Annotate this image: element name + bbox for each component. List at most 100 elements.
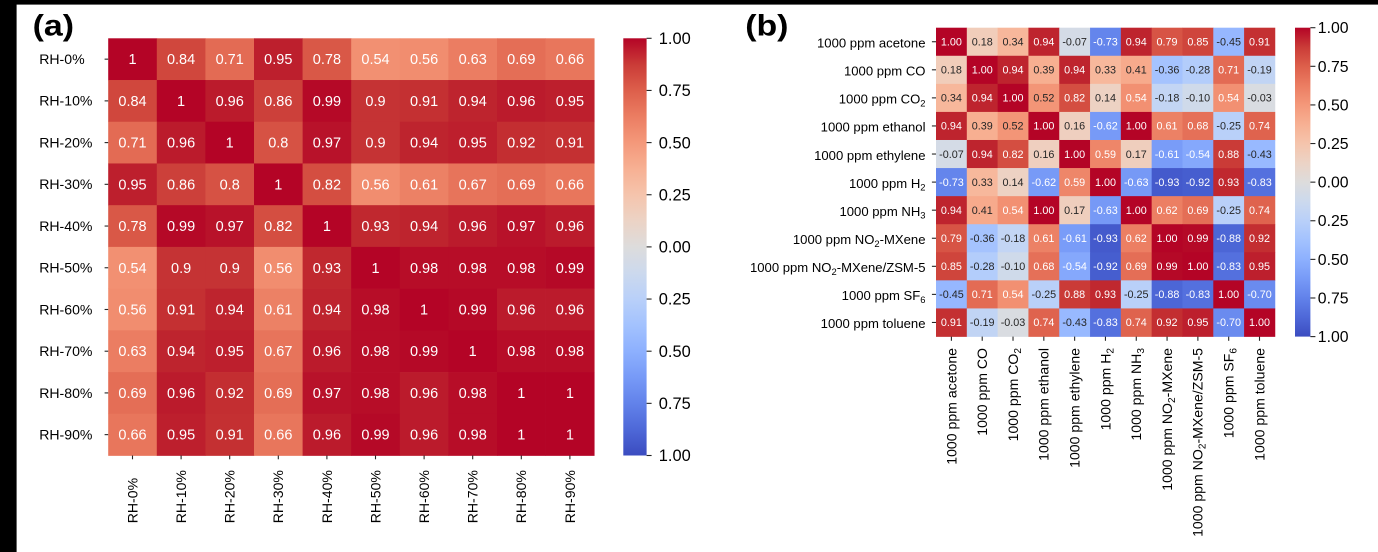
- svg-text:0.95: 0.95: [556, 94, 584, 110]
- svg-text:0.99: 0.99: [361, 428, 389, 444]
- svg-text:0.98: 0.98: [361, 302, 389, 318]
- svg-text:0.61: 0.61: [264, 302, 292, 318]
- svg-text:-0.83: -0.83: [1247, 177, 1272, 189]
- svg-text:0.94: 0.94: [1064, 65, 1085, 77]
- svg-text:0.98: 0.98: [361, 344, 389, 360]
- svg-text:1: 1: [128, 52, 136, 68]
- svg-text:RH-90%: RH-90%: [562, 470, 578, 524]
- svg-text:0.98: 0.98: [459, 261, 487, 277]
- svg-text:-0.62: -0.62: [1093, 121, 1118, 133]
- svg-text:0.18: 0.18: [941, 65, 962, 77]
- svg-text:0.91: 0.91: [1249, 36, 1270, 48]
- svg-text:-0.63: -0.63: [1124, 177, 1149, 189]
- svg-text:0.41: 0.41: [1126, 65, 1147, 77]
- svg-text:0.91: 0.91: [410, 94, 438, 110]
- svg-text:1.00: 1.00: [1126, 121, 1147, 133]
- svg-text:RH-30%: RH-30%: [39, 176, 93, 192]
- svg-text:-0.54: -0.54: [1062, 261, 1087, 273]
- svg-text:0.67: 0.67: [459, 177, 487, 193]
- svg-text:0.97: 0.97: [507, 219, 535, 235]
- svg-text:RH-80%: RH-80%: [39, 385, 93, 401]
- svg-text:0.66: 0.66: [556, 177, 584, 193]
- svg-text:0.96: 0.96: [410, 428, 438, 444]
- svg-text:0.92: 0.92: [216, 386, 244, 402]
- svg-text:0.95: 0.95: [216, 344, 244, 360]
- svg-text:1: 1: [566, 428, 574, 444]
- svg-text:0.98: 0.98: [459, 428, 487, 444]
- svg-text:0.98: 0.98: [459, 386, 487, 402]
- svg-text:0.96: 0.96: [507, 94, 535, 110]
- svg-text:0.94: 0.94: [972, 93, 993, 105]
- svg-text:1.00: 1.00: [659, 447, 691, 465]
- svg-text:1.00: 1.00: [659, 30, 691, 48]
- svg-text:0.86: 0.86: [264, 94, 292, 110]
- svg-text:0.25: 0.25: [1318, 213, 1349, 230]
- svg-text:0.94: 0.94: [1126, 36, 1147, 48]
- svg-text:1000 ppm NH3: 1000 ppm NH3: [1128, 348, 1147, 441]
- svg-text:0.69: 0.69: [507, 177, 535, 193]
- svg-text:0.94: 0.94: [167, 344, 195, 360]
- svg-text:-0.93: -0.93: [1155, 177, 1180, 189]
- svg-text:1.00: 1.00: [1318, 20, 1349, 37]
- svg-text:RH-0%: RH-0%: [39, 51, 85, 67]
- svg-text:0.84: 0.84: [167, 52, 195, 68]
- svg-text:1.00: 1.00: [1003, 93, 1024, 105]
- svg-text:-0.63: -0.63: [1093, 205, 1118, 217]
- svg-text:-0.43: -0.43: [1062, 317, 1087, 329]
- svg-text:0.71: 0.71: [972, 289, 993, 301]
- svg-text:0.61: 0.61: [1157, 121, 1178, 133]
- svg-text:0.61: 0.61: [410, 177, 438, 193]
- svg-text:0.54: 0.54: [361, 52, 389, 68]
- svg-text:0.8: 0.8: [220, 177, 240, 193]
- svg-text:0.92: 0.92: [1157, 317, 1178, 329]
- svg-text:0.93: 0.93: [1095, 289, 1116, 301]
- svg-text:1000 ppm CO2: 1000 ppm CO2: [839, 92, 926, 109]
- svg-text:-0.18: -0.18: [1001, 233, 1026, 245]
- svg-text:0.79: 0.79: [1157, 36, 1178, 48]
- svg-text:RH-0%: RH-0%: [124, 477, 140, 523]
- svg-text:-0.10: -0.10: [1186, 93, 1211, 105]
- svg-text:0.91: 0.91: [941, 317, 962, 329]
- svg-text:0.33: 0.33: [972, 177, 993, 189]
- svg-text:0.95: 0.95: [167, 428, 195, 444]
- svg-text:RH-40%: RH-40%: [39, 218, 93, 234]
- svg-text:0.98: 0.98: [361, 386, 389, 402]
- svg-text:0.33: 0.33: [1095, 65, 1116, 77]
- svg-text:0.96: 0.96: [313, 428, 341, 444]
- svg-text:-0.88: -0.88: [1216, 233, 1241, 245]
- svg-text:0.99: 0.99: [313, 94, 341, 110]
- svg-text:0.66: 0.66: [264, 428, 292, 444]
- svg-text:0.74: 0.74: [1126, 317, 1147, 329]
- svg-text:0.68: 0.68: [1187, 121, 1208, 133]
- svg-text:1000 ppm NO2​-MXene/ZSM-5: 1000 ppm NO2​-MXene/ZSM-5: [1190, 348, 1209, 537]
- svg-text:0.17: 0.17: [1126, 149, 1147, 161]
- svg-text:0.74: 0.74: [1249, 121, 1270, 133]
- svg-text:-0.62: -0.62: [1032, 177, 1057, 189]
- svg-text:0.95: 0.95: [1249, 261, 1270, 273]
- svg-text:0.96: 0.96: [556, 302, 584, 318]
- svg-text:RH-90%: RH-90%: [39, 427, 93, 443]
- svg-text:RH-70%: RH-70%: [39, 343, 93, 359]
- svg-text:0.56: 0.56: [118, 302, 146, 318]
- svg-text:-0.61: -0.61: [1155, 149, 1180, 161]
- svg-text:-0.45: -0.45: [939, 289, 964, 301]
- svg-text:0.98: 0.98: [410, 261, 438, 277]
- svg-text:0.71: 0.71: [216, 52, 244, 68]
- svg-text:0.56: 0.56: [264, 261, 292, 277]
- svg-text:0.95: 0.95: [264, 52, 292, 68]
- svg-text:0.59: 0.59: [1064, 177, 1085, 189]
- svg-text:0.99: 0.99: [556, 261, 584, 277]
- svg-text:0.85: 0.85: [941, 261, 962, 273]
- svg-text:RH-20%: RH-20%: [222, 470, 238, 524]
- svg-text:-0.36: -0.36: [1155, 65, 1180, 77]
- svg-text:1.00: 1.00: [1218, 289, 1239, 301]
- svg-text:0.54: 0.54: [118, 261, 146, 277]
- svg-text:-0.28: -0.28: [970, 261, 995, 273]
- svg-text:0.74: 0.74: [1033, 317, 1054, 329]
- svg-text:1: 1: [517, 386, 525, 402]
- svg-text:0.34: 0.34: [941, 93, 962, 105]
- svg-text:0.97: 0.97: [216, 219, 244, 235]
- svg-text:0.93: 0.93: [361, 219, 389, 235]
- svg-text:-0.83: -0.83: [1186, 289, 1211, 301]
- svg-text:1000 ppm ethylene: 1000 ppm ethylene: [1066, 348, 1082, 468]
